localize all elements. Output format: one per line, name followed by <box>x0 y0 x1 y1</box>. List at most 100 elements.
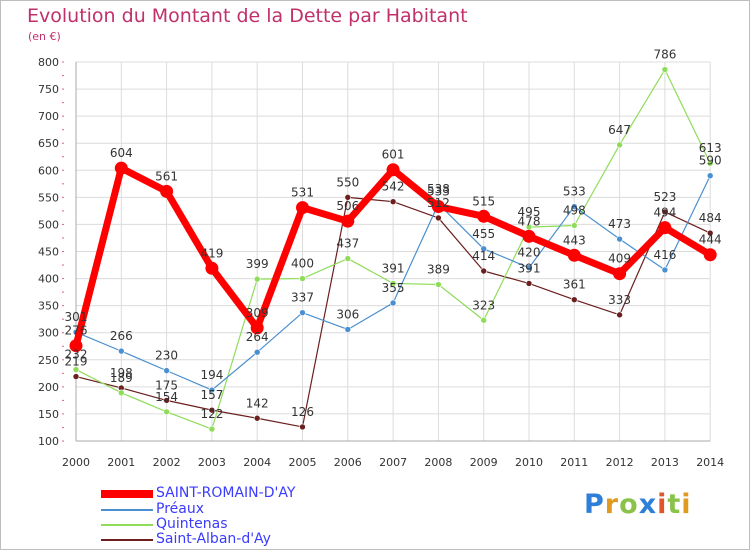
data-label: 484 <box>699 211 722 225</box>
y-tick-label: 700 <box>38 110 59 123</box>
y-tick-label: 150 <box>38 408 59 421</box>
y-tick-label: 500 <box>38 218 59 231</box>
y-tick-label: 650 <box>38 137 59 150</box>
data-label: 478 <box>518 214 541 228</box>
data-point <box>661 208 669 216</box>
data-label: 337 <box>291 291 314 305</box>
data-label: 533 <box>563 185 586 199</box>
data-point <box>208 386 216 394</box>
x-tick-label: 2003 <box>198 456 226 469</box>
legend-label: Quintenas <box>156 516 228 532</box>
data-label: 416 <box>653 248 676 262</box>
data-label: 443 <box>563 233 586 247</box>
x-tick-label: 2000 <box>62 456 90 469</box>
legend-swatch-saint-alban <box>101 539 153 541</box>
data-point <box>299 309 306 316</box>
data-label: 601 <box>382 148 405 162</box>
logo-letter: r <box>604 489 620 520</box>
data-label: 399 <box>246 257 269 271</box>
y-tick-label: 450 <box>38 246 59 259</box>
data-label: 264 <box>246 330 269 344</box>
data-label: 122 <box>200 407 223 421</box>
x-tick-label: 2007 <box>379 456 407 469</box>
x-tick-label: 2002 <box>153 456 181 469</box>
data-label: 647 <box>608 123 631 137</box>
data-point <box>344 255 352 262</box>
data-point <box>386 163 400 177</box>
data-point <box>477 209 491 223</box>
data-label: 355 <box>382 281 405 295</box>
data-label: 506 <box>336 199 359 213</box>
data-point <box>570 203 578 210</box>
data-label: 154 <box>155 390 178 404</box>
x-tick-label: 2005 <box>289 456 317 469</box>
data-point <box>522 229 536 243</box>
data-label: 498 <box>563 204 586 218</box>
data-label: 786 <box>653 48 676 62</box>
data-point <box>296 201 309 215</box>
logo-letter: i <box>657 489 668 520</box>
series <box>69 66 717 433</box>
data-point <box>389 198 397 205</box>
data-point <box>616 311 623 319</box>
data-point <box>706 172 714 179</box>
data-label: 157 <box>200 388 223 402</box>
data-label: 531 <box>291 186 314 200</box>
data-labels: 276 604 561 419 309 531 506 601 533 515 478 443 409 4… <box>65 48 722 422</box>
data-label: 420 <box>518 246 541 260</box>
data-label: 306 <box>336 307 359 321</box>
y-tick-label: 200 <box>38 381 59 394</box>
axes: 100 150 200 250 300 350 400 450 500 550 600 650 700 7… <box>38 56 724 469</box>
logo-letter: i <box>681 489 692 520</box>
data-point <box>431 200 445 214</box>
data-point <box>435 214 442 222</box>
y-tick-label: 600 <box>38 164 59 177</box>
data-point <box>250 321 264 335</box>
data-point <box>72 373 80 380</box>
x-tick-label: 2012 <box>606 456 634 469</box>
data-point <box>658 221 672 235</box>
data-label: 542 <box>382 180 405 194</box>
data-label: 142 <box>246 396 269 410</box>
data-point <box>114 161 128 175</box>
data-label: 444 <box>699 233 722 247</box>
data-label: 301 <box>65 310 88 324</box>
data-point <box>480 245 488 253</box>
data-point <box>208 406 216 414</box>
proxiti-logo: Proxiti <box>584 489 692 520</box>
data-point <box>703 248 717 262</box>
x-tick-label: 2001 <box>107 456 135 469</box>
data-point <box>163 367 170 374</box>
legend-label: SAINT-ROMAIN-D'AY <box>156 485 296 501</box>
data-point <box>253 348 261 356</box>
data-point <box>299 423 306 431</box>
data-point <box>163 397 170 404</box>
data-label: 189 <box>110 371 133 385</box>
data-label: 391 <box>382 261 405 275</box>
data-label: 232 <box>65 348 88 362</box>
data-point <box>344 326 352 333</box>
data-label: 414 <box>472 249 495 263</box>
y-tick-label: 100 <box>38 435 59 448</box>
data-label: 409 <box>608 252 631 266</box>
data-point <box>616 235 623 243</box>
data-label: 333 <box>608 293 631 307</box>
legend-label: Préaux <box>156 501 204 517</box>
data-label: 391 <box>518 261 541 275</box>
data-label: 512 <box>427 196 450 210</box>
x-tick-label: 2006 <box>334 456 362 469</box>
data-label: 495 <box>518 205 541 219</box>
y-tick-label: 300 <box>38 327 59 340</box>
chart-subtitle: (en €) <box>28 30 61 43</box>
data-point <box>208 425 216 433</box>
data-point <box>163 408 170 416</box>
data-label: 198 <box>110 366 133 380</box>
y-tick-label: 400 <box>38 273 59 286</box>
legend-swatch-preaux <box>101 509 153 511</box>
data-point <box>160 184 174 198</box>
data-point <box>344 194 352 201</box>
x-tick-label: 2010 <box>515 456 543 469</box>
data-point <box>435 281 442 288</box>
data-label: 538 <box>427 182 450 196</box>
